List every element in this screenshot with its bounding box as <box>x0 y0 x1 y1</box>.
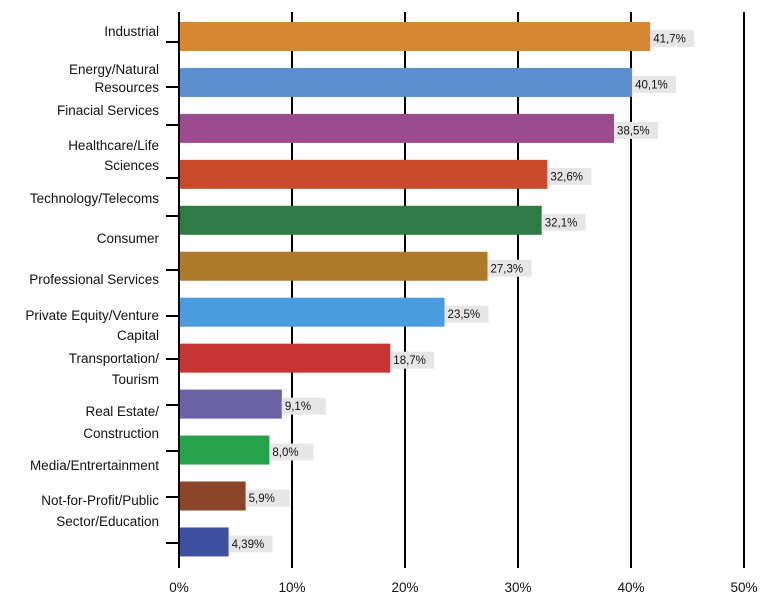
data-label-background <box>269 443 314 461</box>
bar <box>180 251 488 281</box>
category-label: Transportation/Tourism <box>69 351 160 387</box>
bar <box>180 481 246 511</box>
data-label-background <box>228 535 273 553</box>
x-tick-label: 10% <box>278 580 305 595</box>
data-label-background <box>487 259 532 277</box>
category-label: Consumer <box>97 231 160 246</box>
data-label: 9,1% <box>285 401 311 413</box>
data-label: 27,3% <box>490 263 523 275</box>
data-label-background <box>614 121 659 139</box>
category-label: Media/Entrertainment <box>30 458 159 473</box>
category-label: Not-for-Profit/Public Sector/Education <box>41 493 159 529</box>
data-label: 23,5% <box>448 309 481 321</box>
data-label-background <box>541 213 586 231</box>
data-label-background <box>650 30 695 47</box>
x-tick-label: 20% <box>391 580 418 595</box>
data-label: 40,1% <box>635 79 668 91</box>
category-label: Industrial <box>104 24 159 39</box>
bar <box>180 389 282 419</box>
bar <box>180 159 548 189</box>
bar <box>180 527 229 557</box>
category-label: Professional Services <box>29 272 159 287</box>
bar <box>180 22 651 51</box>
category-labels: Industrial Energy/Natural Resources Finacia… <box>25 24 159 529</box>
category-label: Real Estate/Construction <box>83 404 159 441</box>
bar <box>180 435 270 465</box>
data-label: 4,39% <box>232 539 265 551</box>
data-label-background <box>390 351 435 369</box>
data-label-background <box>547 167 592 185</box>
bars: 41,7% 40,1% 38,5% 32,6% 32,1% 27,3% 23,5% 18,7%… <box>180 22 695 557</box>
data-label: 41,7% <box>653 34 686 46</box>
data-label-background <box>632 75 677 93</box>
y-axis <box>166 12 180 568</box>
x-tick-label: 30% <box>504 580 531 595</box>
data-label: 32,1% <box>545 217 578 229</box>
x-tick-label: 40% <box>617 580 644 595</box>
bar <box>180 113 615 143</box>
data-label-background <box>444 305 489 323</box>
bar <box>180 67 633 97</box>
category-label: Private Equity/Venture Capital <box>25 308 159 343</box>
category-label: Technology/Telecoms <box>30 191 159 206</box>
x-tick-label: 0% <box>169 580 189 595</box>
data-label: 5,9% <box>249 493 275 505</box>
x-tick-label: 50% <box>730 580 757 595</box>
data-label-background <box>245 489 290 507</box>
category-label: Energy/Natural Resources <box>69 62 159 95</box>
data-label: 8,0% <box>272 447 298 459</box>
bar <box>180 205 542 235</box>
category-label: Healthcare/Life Sciences <box>68 138 159 173</box>
data-label: 32,6% <box>550 171 583 183</box>
data-label-background <box>281 397 326 415</box>
bar <box>180 343 391 373</box>
x-tick-labels: 0% 10% 20% 30% 40% 50% <box>169 580 757 595</box>
gridlines <box>291 12 745 568</box>
category-label: Finacial Services <box>57 103 159 118</box>
data-label: 18,7% <box>393 355 426 367</box>
bar <box>180 297 445 327</box>
data-label: 38,5% <box>617 125 650 137</box>
